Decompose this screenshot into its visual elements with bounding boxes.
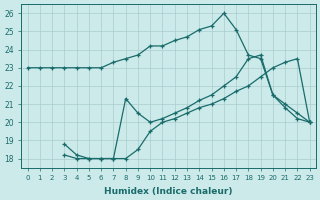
X-axis label: Humidex (Indice chaleur): Humidex (Indice chaleur) (104, 187, 233, 196)
